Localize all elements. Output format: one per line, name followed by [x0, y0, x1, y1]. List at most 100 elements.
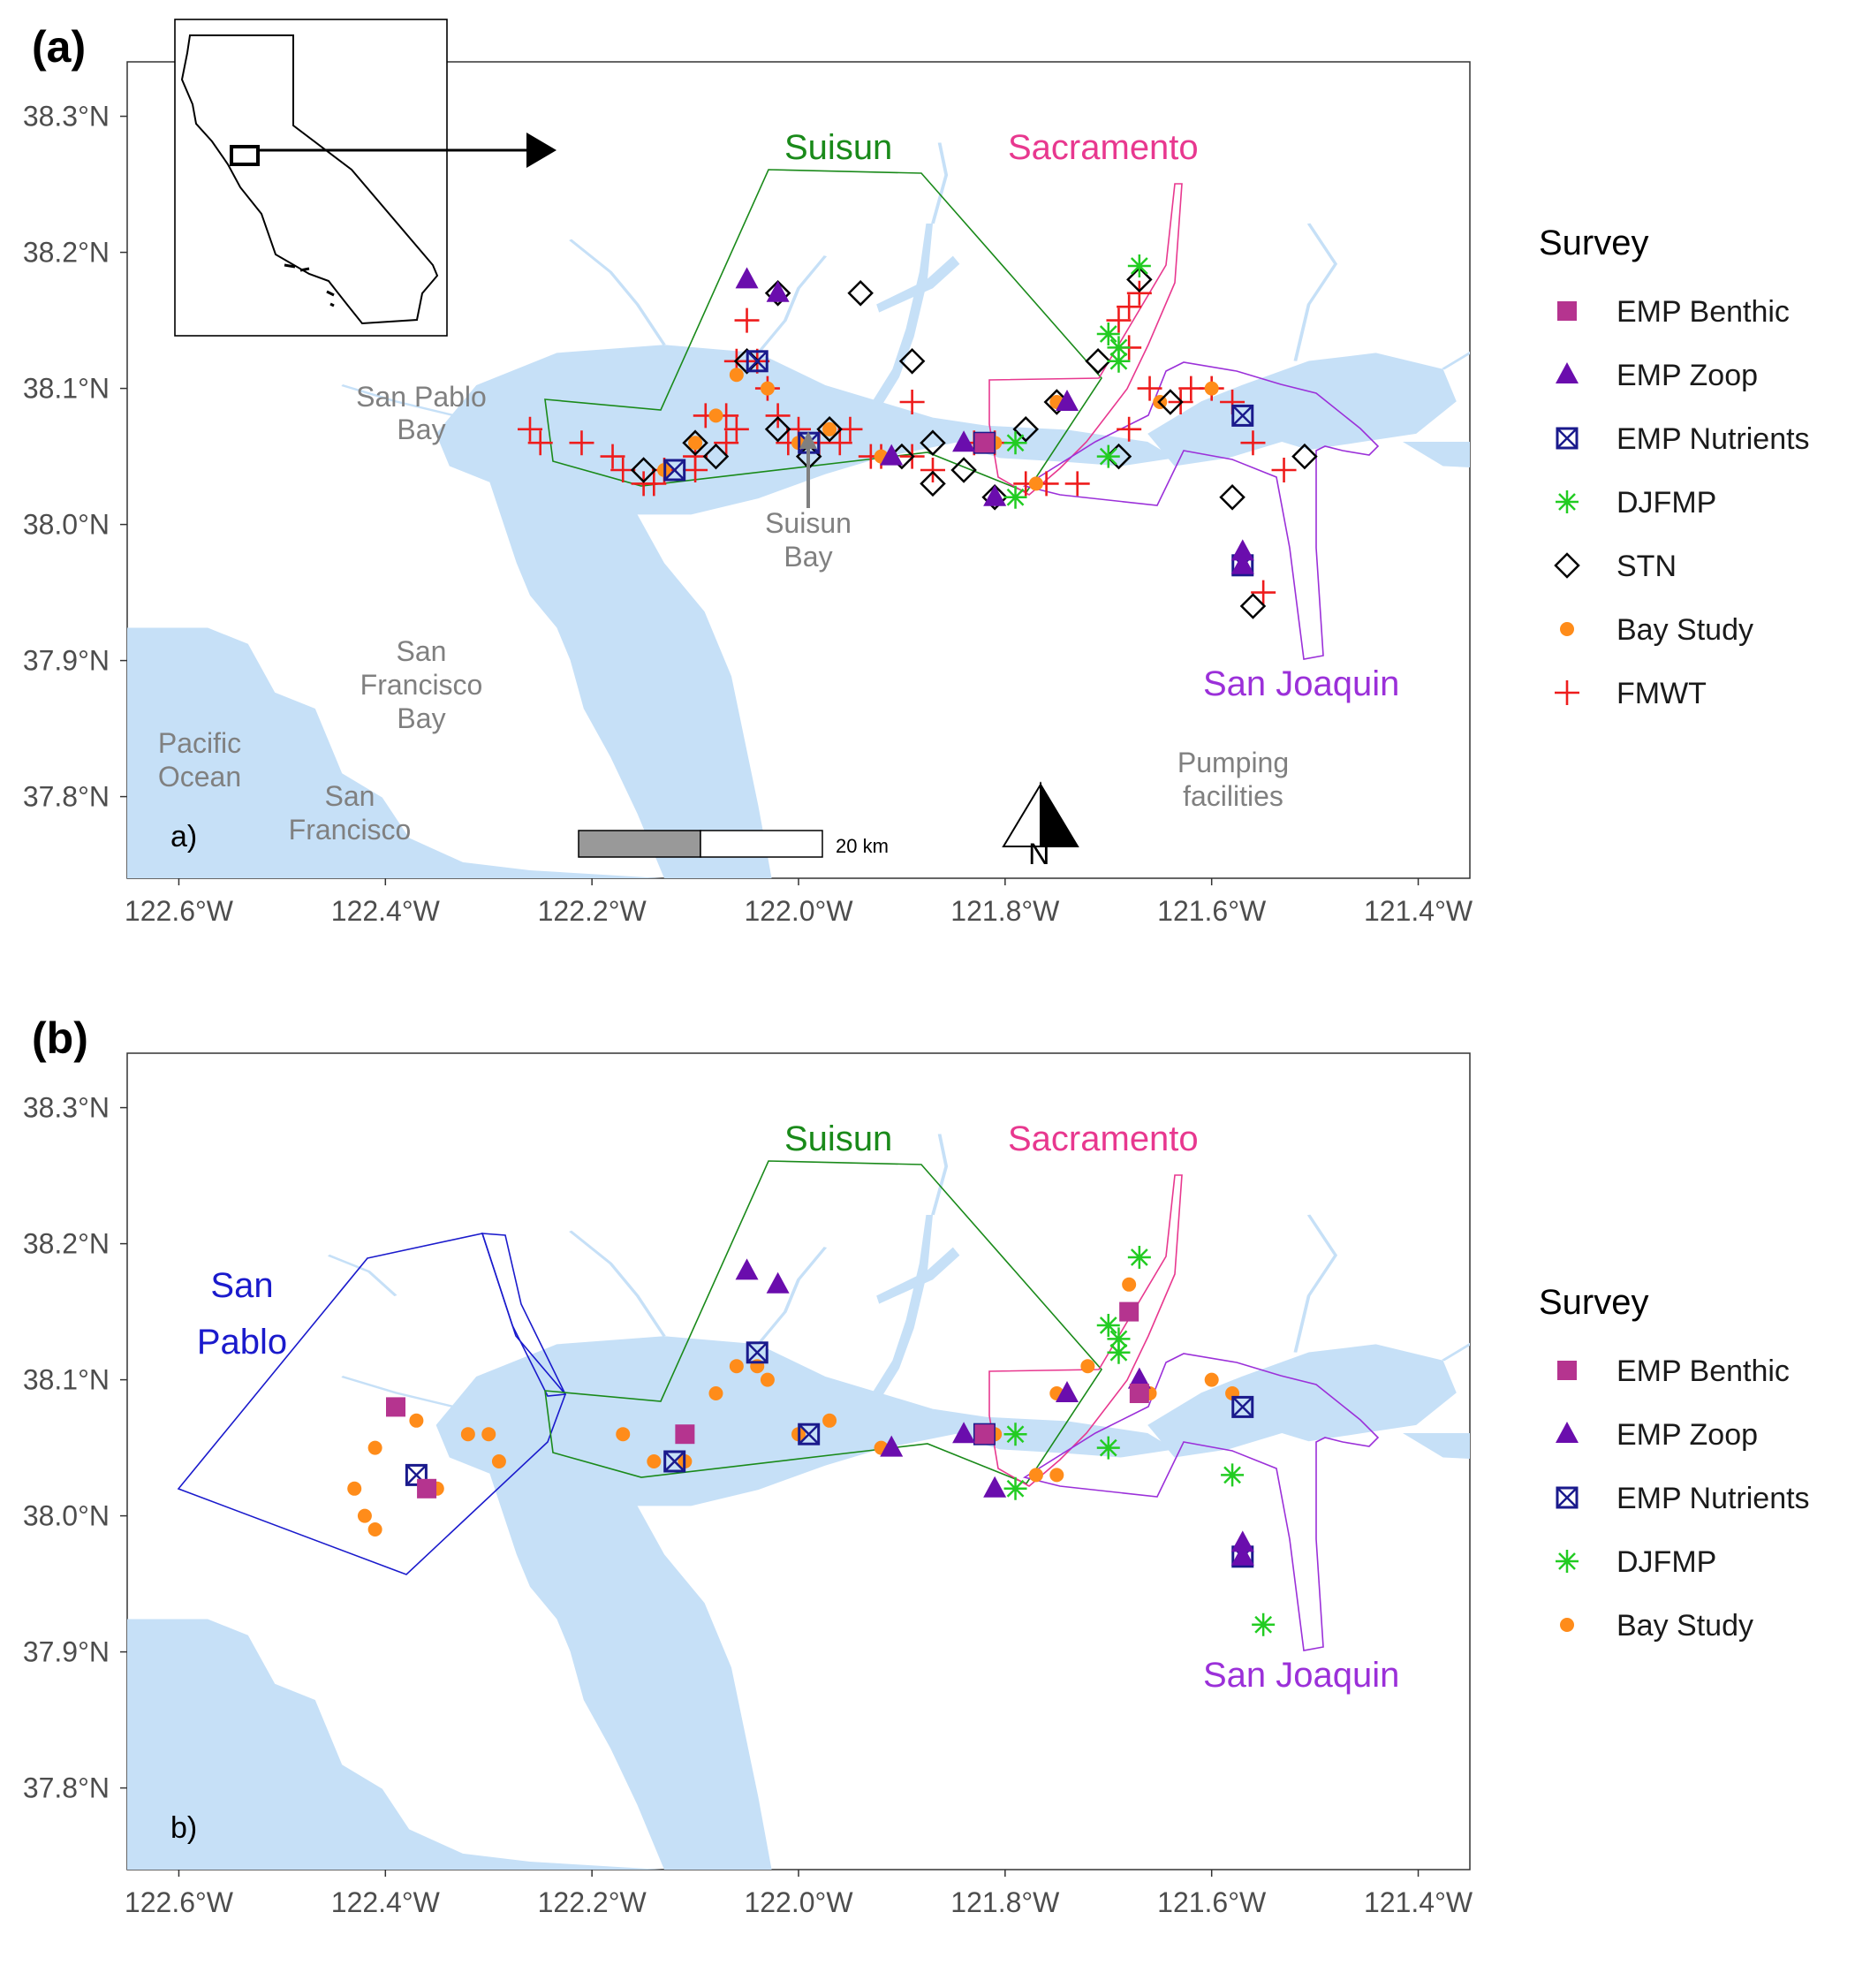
bay-study-station-marker — [1080, 1359, 1095, 1374]
emp-nutrients-station-marker — [798, 1423, 821, 1445]
bay-study-station-marker — [708, 1386, 723, 1400]
bay-study-station-marker — [760, 1372, 775, 1387]
emp-nutrients-station-marker — [663, 1450, 686, 1473]
fmwt-station-marker — [600, 444, 625, 469]
stn-station-marker — [920, 429, 946, 456]
bay-study-station-marker — [481, 1427, 496, 1442]
lon-tick-label: 122.4°W — [331, 1886, 441, 1918]
lon-tick-label: 122.4°W — [331, 895, 441, 927]
lat-tick-label: 37.9°N — [23, 1636, 110, 1668]
label-san-pablo-bay-2: Bay — [397, 414, 445, 445]
emp-zoop-station-marker — [735, 1258, 759, 1280]
emp-zoop-station-marker — [983, 484, 1007, 506]
stn-station-marker — [764, 416, 791, 443]
region-label-suisun: Suisun — [784, 128, 892, 167]
djfmp-station-marker — [1096, 1436, 1120, 1460]
stn-station-marker — [764, 280, 791, 307]
fmwt-station-marker — [1271, 458, 1297, 482]
legend-item-label: EMP Zoop — [1616, 359, 1758, 392]
fmwt-station-marker — [714, 430, 739, 456]
fmwt-station-marker — [1117, 294, 1142, 320]
djfmp-station-marker — [1096, 1314, 1120, 1337]
region-label-san-joaquin: San Joaquin — [1203, 664, 1399, 703]
lon-tick-label: 122.0°W — [744, 1886, 853, 1918]
legend-item-label: Bay Study — [1616, 1609, 1753, 1643]
lat-tick-label: 37.8°N — [23, 781, 110, 813]
bay-study-station-marker — [347, 1481, 362, 1496]
bay-study-station-marker — [491, 1454, 506, 1468]
emp-zoop-station-marker — [1230, 552, 1254, 574]
emp-benthic-station-marker — [1119, 1301, 1140, 1322]
djfmp-station-marker — [1107, 349, 1131, 373]
stn-station-marker — [847, 280, 874, 307]
fmwt-station-marker — [569, 430, 594, 456]
emp-zoop-station-marker — [1230, 1530, 1254, 1552]
label-pumping-1: Pumping — [1177, 747, 1289, 778]
suisun-bay-arrow — [799, 431, 817, 508]
stn-station-marker — [920, 470, 946, 497]
bay-study-station-marker — [822, 1413, 837, 1428]
stn-station-marker — [1219, 484, 1246, 511]
stn-station-marker — [1239, 593, 1267, 619]
stn-station-marker — [1157, 389, 1184, 415]
bay-study-station-marker — [460, 1427, 475, 1442]
fmwt-station-marker — [1126, 280, 1152, 306]
bay-study-station-marker — [367, 1440, 382, 1455]
emp-nutrients-station-marker — [1231, 1395, 1254, 1418]
legend-item-label: STN — [1616, 550, 1677, 583]
suisun-region — [544, 169, 1103, 493]
panel-a: (a) Suisun Sacramento San Joaquin San Pa… — [23, 19, 1810, 927]
emp-nutrients-station-marker — [1231, 404, 1254, 427]
scale-bar: 20 km — [578, 830, 889, 858]
djfmp-station-marker — [1003, 431, 1027, 455]
emp-zoop-station-marker — [1230, 539, 1254, 561]
legend-key-icon — [1557, 1361, 1577, 1380]
legend-title: Survey — [1539, 1283, 1649, 1322]
region-polygons — [177, 1160, 1380, 1651]
label-suisun-bay-1: Suisun — [765, 507, 852, 539]
lon-tick-label: 121.8°W — [950, 1886, 1060, 1918]
north-arrow-icon: N — [1002, 781, 1079, 871]
emp-zoop-station-marker — [880, 444, 904, 466]
lat-tick-label: 38.1°N — [23, 1364, 110, 1396]
fmwt-station-marker — [723, 416, 749, 442]
san-joaquin-region — [1022, 1353, 1380, 1651]
stations-b — [347, 1246, 1276, 1636]
emp-zoop-station-marker — [735, 267, 759, 289]
bay-study-station-marker — [367, 1522, 382, 1537]
emp-zoop-station-marker — [880, 1435, 904, 1457]
fmwt-station-marker — [1117, 416, 1142, 442]
bay-study-station-marker — [616, 1427, 631, 1442]
djfmp-station-marker — [1252, 1612, 1276, 1636]
emp-zoop-station-marker — [766, 1271, 790, 1294]
lon-tick-label: 122.6°W — [125, 895, 234, 927]
label-pacific-1: Pacific — [158, 727, 241, 759]
lat-tick-label: 38.0°N — [23, 1500, 110, 1532]
fmwt-station-marker — [765, 403, 791, 429]
stn-station-marker — [630, 457, 657, 483]
lon-tick-label: 121.8°W — [950, 895, 1060, 927]
region-label-sacramento: Sacramento — [1008, 128, 1199, 167]
inset-california-map — [174, 19, 556, 337]
legend-item-label: DJFMP — [1616, 486, 1716, 520]
sacramento-region — [988, 183, 1183, 496]
fmwt-station-marker — [527, 430, 553, 456]
region-label-san-joaquin: San Joaquin — [1203, 1656, 1399, 1695]
label-san-pablo-bay-1: San Pablo — [356, 381, 487, 413]
stn-station-marker — [816, 416, 843, 443]
djfmp-station-marker — [1003, 1423, 1027, 1446]
bay-study-station-marker — [729, 1359, 744, 1374]
legend-key-icon — [1555, 680, 1579, 705]
north-label: N — [1028, 838, 1050, 871]
emp-benthic-station-marker — [386, 1397, 405, 1417]
lat-tick-label: 38.3°N — [23, 101, 110, 133]
sacramento-region — [988, 1174, 1183, 1487]
djfmp-station-marker — [1096, 444, 1120, 468]
stn-station-marker — [1085, 348, 1111, 375]
emp-benthic-station-marker — [1129, 1384, 1149, 1403]
stn-station-marker — [950, 457, 977, 483]
legend-key-icon — [1556, 1486, 1579, 1509]
bay-study-station-marker — [688, 436, 703, 451]
emp-nutrients-station-marker — [746, 1341, 768, 1364]
